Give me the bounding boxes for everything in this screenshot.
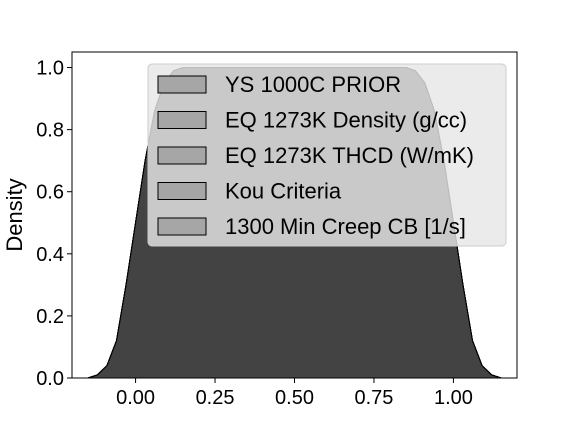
legend-entry: EQ 1273K THCD (W/mK) [157,143,474,168]
legend-label: EQ 1273K Density (g/cc) [225,108,467,133]
legend-swatch [157,75,207,94]
legend-label: YS 1000C PRIOR [225,72,401,97]
x-tick-label: 0.75 [354,387,393,409]
legend-swatch [157,182,207,200]
legend-entry: Kou Criteria [157,179,342,204]
legend-entry: 1300 Min Creep CB [1/s] [157,214,466,239]
legend-entry: YS 1000C PRIOR [157,72,401,97]
legend-entry: EQ 1273K Density (g/cc) [157,108,467,133]
y-axis-label: Density [2,178,27,251]
legend-label: Kou Criteria [225,179,342,204]
y-tick-label: 1.0 [36,58,64,80]
y-tick-label: 0.8 [36,120,64,142]
legend-swatch [157,217,207,236]
x-tick-label: 0.25 [196,387,235,409]
legend-swatch [157,146,207,165]
y-axis: 0.0 0.2 0.4 0.6 0.8 1.0 [36,58,72,390]
x-tick-label: 0.50 [275,387,314,409]
y-tick-label: 0.2 [36,306,64,328]
legend: YS 1000C PRIOR EQ 1273K Density (g/cc) EQ … [147,63,507,247]
legend-label: 1300 Min Creep CB [1/s] [225,214,466,239]
x-tick-label: 0.00 [116,387,155,409]
y-tick-label: 0.4 [36,244,64,266]
legend-label: EQ 1273K THCD (W/mK) [225,143,474,168]
y-tick-label: 0.0 [36,368,64,390]
legend-box [147,63,507,247]
y-tick-label: 0.6 [36,182,64,204]
x-tick-label: 1.00 [434,387,473,409]
x-axis: 0.00 0.25 0.50 0.75 1.00 [116,378,473,409]
legend-swatch [157,111,207,129]
